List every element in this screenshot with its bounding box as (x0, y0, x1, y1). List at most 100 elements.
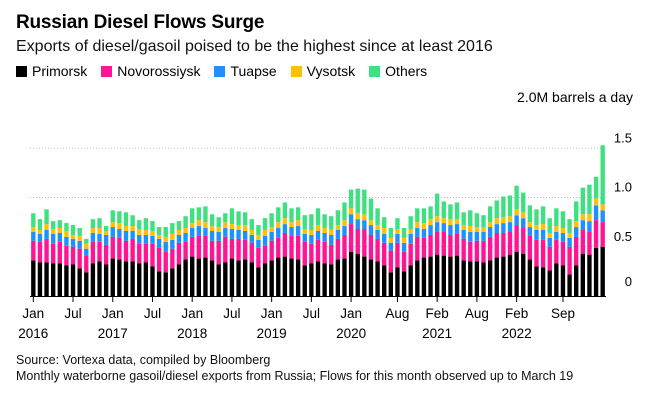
bar-segment-vysotsk (600, 204, 605, 211)
bar-segment-primorsk (170, 268, 175, 296)
bar-segment-tuapse (527, 227, 533, 236)
bar-segment-vysotsk (448, 219, 453, 226)
bar-segment-others (362, 189, 367, 215)
bar-segment-novorossiysk (203, 235, 208, 258)
bar-segment-vysotsk (355, 213, 360, 220)
bar-segment-novorossiysk (580, 230, 586, 254)
legend-item-vysotsk: Vysotsk (290, 63, 355, 79)
bar-segment-tuapse (302, 233, 307, 242)
bar-segment-primorsk (315, 261, 321, 296)
bar-segment-primorsk (64, 265, 69, 296)
bar-segment-tuapse (567, 237, 572, 247)
bar-segment-tuapse (269, 231, 274, 241)
bar-segment-others (388, 228, 394, 238)
bar-segment-novorossiysk (342, 234, 347, 259)
legend-item-others: Others (369, 63, 427, 79)
bar-segment-others (262, 218, 268, 231)
bar-segment-novorossiysk (567, 246, 572, 275)
bar-segment-vysotsk (329, 229, 334, 235)
bar-segment-tuapse (57, 232, 62, 242)
bar-segment-tuapse (474, 231, 480, 241)
bar-segment-others (123, 212, 129, 227)
bar-segment-primorsk (507, 254, 513, 296)
bar-segment-tuapse (580, 220, 586, 231)
bar-segment-tuapse (64, 236, 69, 246)
methodology-note: Monthly waterborne gasoil/diesel exports… (16, 369, 574, 383)
bar-segment-tuapse (401, 242, 407, 252)
bar-segment-novorossiysk (90, 241, 96, 264)
bar-segment-tuapse (44, 230, 49, 239)
bar-segment-primorsk (137, 263, 142, 296)
bar-segment-novorossiysk (355, 229, 360, 254)
bar-segment-primorsk (84, 272, 89, 296)
bar-segment-vysotsk (362, 214, 367, 221)
bar-segment-others (587, 184, 592, 215)
bar-segment-novorossiysk (600, 222, 605, 247)
bar-segment-primorsk (560, 265, 566, 296)
bar-segment-novorossiysk (593, 220, 599, 248)
legend-swatch-primorsk (16, 65, 27, 77)
bar-segment-novorossiysk (408, 243, 413, 266)
legend-item-tuapse: Tuapse (214, 63, 277, 79)
bar-segment-vysotsk (70, 234, 76, 239)
bar-segment-tuapse (137, 234, 142, 244)
bar-segment-novorossiysk (256, 247, 261, 268)
bar-segment-others (50, 221, 56, 230)
bar-segment-vysotsk (137, 229, 142, 235)
bar-segment-primorsk (302, 265, 307, 296)
bar-segment-tuapse (163, 241, 168, 252)
bar-segment-vysotsk (580, 214, 586, 221)
bar-segment-novorossiysk (50, 243, 56, 264)
bar-segment-tuapse (415, 228, 420, 237)
bar-segment-vysotsk (514, 209, 519, 216)
bar-segment-tuapse (454, 224, 460, 234)
bar-segment-vysotsk (547, 232, 552, 238)
bar-segment-vysotsk (587, 214, 592, 222)
bar-segment-novorossiysk (348, 224, 354, 252)
bar-segment-others (190, 208, 195, 224)
y-axis-ticks: 0.5 1.0 1.5 0 (614, 130, 632, 289)
bar-segment-primorsk (236, 260, 241, 296)
legend-label-primorsk: Primorsk (32, 63, 88, 79)
bar-segment-novorossiysk (401, 251, 407, 272)
bar-segment-primorsk (110, 258, 115, 296)
bar-segment-primorsk (441, 255, 446, 296)
bar-segment-vysotsk (348, 208, 354, 215)
bar-segment-others (276, 207, 281, 223)
bar-segment-primorsk (57, 263, 62, 296)
bar-segment-others (183, 216, 188, 229)
bar-segment-others (494, 200, 499, 219)
source-note: Source: Vortexa data, compiled by Bloomb… (16, 353, 271, 367)
bar-segment-tuapse (355, 219, 360, 230)
bar-segment-novorossiysk (289, 235, 294, 259)
bar-segment-primorsk (50, 263, 56, 296)
bar-segment-tuapse (223, 228, 228, 237)
x-tick-label-month: Feb (426, 306, 449, 321)
bar-segment-primorsk (289, 258, 294, 296)
bar-segment-vysotsk (388, 237, 394, 243)
bar-segment-vysotsk (593, 198, 599, 206)
bar-segment-primorsk (395, 267, 400, 296)
legend-label-others: Others (385, 63, 428, 79)
bar-segment-novorossiysk (421, 237, 427, 258)
bar-segment-primorsk (176, 264, 182, 296)
bar-segment-vysotsk (190, 223, 195, 229)
y-tick-label: 0.5 (614, 229, 632, 244)
bar-segment-others (223, 213, 228, 223)
bar-segment-others (487, 206, 493, 223)
bar-segment-others (514, 185, 519, 210)
bar-segment-others (322, 214, 327, 229)
legend-swatch-tuapse (214, 65, 226, 77)
bar-segment-novorossiysk (183, 241, 188, 260)
bar-segment-tuapse (216, 231, 221, 241)
bar-segment-vysotsk (408, 229, 413, 234)
x-tick-label-month: Jan (181, 306, 203, 321)
bar-segment-tuapse (31, 231, 36, 241)
bar-segment-others (37, 219, 43, 230)
bar-segment-primorsk (329, 264, 334, 296)
bar-segment-others (289, 208, 294, 223)
bar-segment-novorossiysk (156, 247, 162, 272)
bar-segment-primorsk (163, 272, 168, 296)
bar-segment-others (454, 202, 460, 220)
